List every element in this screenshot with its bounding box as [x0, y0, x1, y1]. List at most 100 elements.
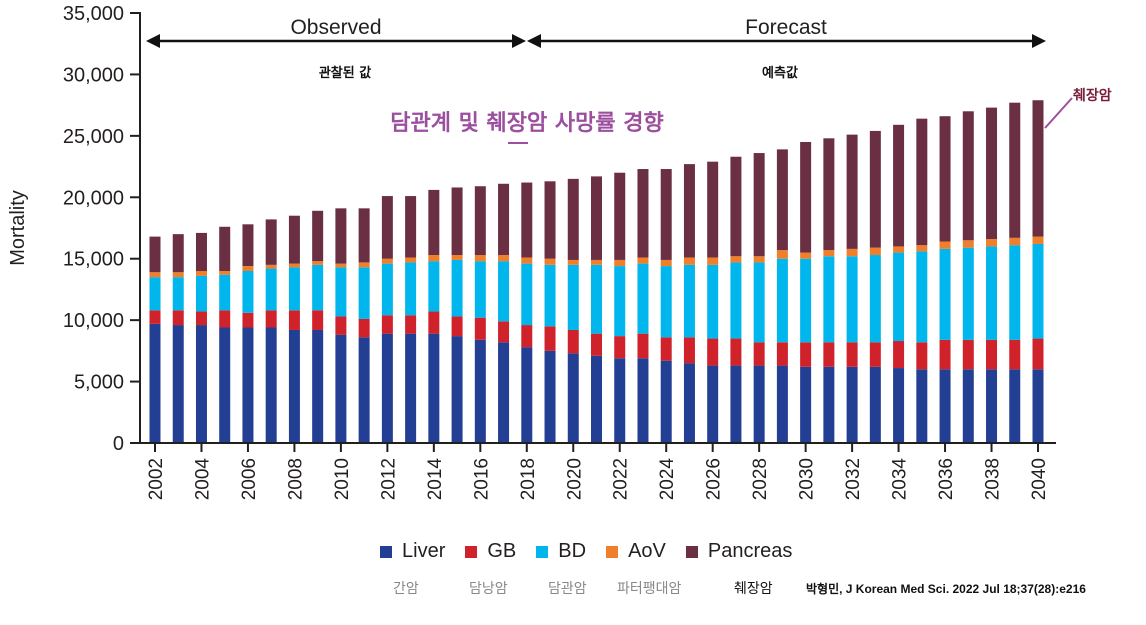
bar-pancreas-2011 — [358, 208, 370, 263]
bar-aov-2010 — [335, 263, 347, 268]
bar-bd-2017 — [498, 261, 510, 322]
bar-gb-2009 — [312, 310, 324, 330]
bar-liver-2015 — [451, 336, 463, 443]
x-tick-label: 2014 — [425, 458, 446, 501]
bar-stack-2002 — [149, 236, 161, 443]
bar-stack-2034 — [893, 124, 905, 443]
stacked-bar-chart: 0 5,000 10,000 15,000 20,000 25,000 30,000 35,0… — [7, 3, 1112, 501]
bar-stack-2012 — [381, 196, 393, 443]
bar-stack-2004 — [195, 232, 207, 443]
bar-bd-2033 — [869, 255, 881, 343]
x-tick-label: 2028 — [750, 458, 771, 500]
bar-stack-2022 — [614, 172, 626, 443]
bar-liver-2017 — [498, 342, 510, 443]
bar-liver-2037 — [962, 369, 974, 443]
bar-liver-2027 — [730, 365, 742, 443]
bar-stack-2030 — [800, 142, 812, 443]
bar-liver-2031 — [823, 366, 835, 443]
bar-aov-2037 — [962, 240, 974, 248]
bar-aov-2033 — [869, 247, 881, 256]
x-tick-label: 2018 — [518, 458, 539, 500]
bar-gb-2035 — [916, 342, 928, 370]
bar-stack-2003 — [172, 234, 184, 443]
bar-gb-2030 — [800, 342, 812, 367]
bar-stack-2027 — [730, 156, 742, 443]
bar-pancreas-2038 — [986, 107, 998, 240]
bar-stack-2006 — [242, 224, 254, 443]
bar-bd-2006 — [242, 271, 254, 313]
legend-item-aov: AoV — [606, 540, 666, 563]
bar-bd-2007 — [265, 268, 277, 311]
bar-bd-2002 — [149, 277, 161, 311]
bar-pancreas-2032 — [846, 134, 858, 249]
bar-gb-2016 — [474, 317, 486, 340]
bar-stack-2020 — [567, 178, 579, 443]
bar-stack-2013 — [405, 196, 417, 443]
bar-aov-2016 — [474, 255, 486, 262]
bar-gb-2021 — [591, 333, 602, 356]
bar-pancreas-2034 — [893, 124, 905, 247]
bar-bd-2019 — [544, 264, 556, 327]
x-tick-label: 2038 — [983, 458, 1004, 500]
bar-stack-2028 — [753, 153, 765, 443]
bar-aov-2025 — [683, 257, 695, 265]
bar-stack-2007 — [265, 219, 277, 443]
bar-gb-2022 — [614, 336, 626, 359]
bar-aov-2018 — [521, 257, 533, 264]
legend-swatch-pancreas — [685, 545, 698, 558]
bar-bd-2037 — [962, 247, 974, 340]
citation: 박형민, J Korean Med Sci. 2022 Jul 18;37(28… — [806, 582, 1086, 596]
y-tick-label: 5,000 — [74, 372, 124, 394]
x-tick-label: 2032 — [843, 458, 864, 500]
bar-pancreas-2016 — [474, 186, 486, 256]
legend-item-liver: Liver — [380, 540, 445, 563]
bar-stack-2014 — [428, 189, 440, 443]
bar-stack-2026 — [707, 161, 719, 443]
x-tick-label: 2002 — [146, 458, 167, 500]
bar-liver-2005 — [219, 327, 231, 443]
bar-pancreas-2039 — [1009, 102, 1021, 238]
bar-gb-2034 — [893, 341, 905, 369]
bar-pancreas-2026 — [707, 161, 719, 258]
x-tick-label: 2004 — [192, 458, 213, 501]
bar-aov-2006 — [242, 266, 254, 271]
legend-label-liver: Liver — [402, 540, 446, 562]
bar-aov-2017 — [498, 255, 510, 262]
bar-pancreas-2003 — [172, 234, 184, 273]
bar-stack-2038 — [986, 107, 998, 443]
bar-gb-2025 — [683, 337, 695, 364]
bar-aov-2032 — [846, 248, 858, 257]
overlay-title: 담관계 및 췌장암 사망률 경향 — [390, 111, 664, 136]
bar-bd-2023 — [637, 263, 649, 334]
bar-gb-2029 — [776, 342, 788, 366]
x-tick-label: 2012 — [378, 458, 399, 500]
observed-arrow — [146, 34, 526, 48]
bar-aov-2028 — [753, 256, 765, 263]
legend-swatch-aov — [606, 545, 619, 558]
bar-pancreas-2014 — [428, 189, 440, 256]
y-tick-label: 35,000 — [63, 3, 124, 25]
bar-aov-2007 — [265, 264, 277, 269]
bar-bd-2021 — [591, 264, 602, 334]
bar-liver-2026 — [707, 365, 719, 443]
pancreas-callout-line — [1044, 97, 1073, 129]
bar-aov-2026 — [707, 257, 719, 265]
bar-gb-2033 — [869, 342, 881, 367]
x-tick-label: 2020 — [564, 458, 585, 500]
korean-legend-row: 간암 담낭암 담관암 파터팽대암 췌장암 박형민, J Korean Med S… — [0, 578, 1146, 602]
bar-liver-2010 — [335, 334, 347, 443]
bar-stack-2016 — [474, 186, 486, 443]
bar-gb-2032 — [846, 342, 858, 367]
bar-gb-2039 — [1009, 339, 1021, 370]
chart-legend: Liver GB BD AoV Pancreas — [380, 540, 812, 563]
bar-gb-2012 — [381, 315, 393, 334]
axes-layer — [139, 12, 1056, 444]
bar-aov-2023 — [637, 257, 649, 264]
x-tick-label: 2006 — [239, 458, 260, 500]
x-tick-label: 2024 — [657, 458, 678, 501]
y-tick-label: 10,000 — [63, 310, 124, 332]
bar-liver-2019 — [544, 350, 556, 443]
legend-item-bd: BD — [536, 540, 586, 563]
bar-pancreas-2020 — [567, 178, 579, 260]
bar-pancreas-2017 — [498, 183, 510, 256]
